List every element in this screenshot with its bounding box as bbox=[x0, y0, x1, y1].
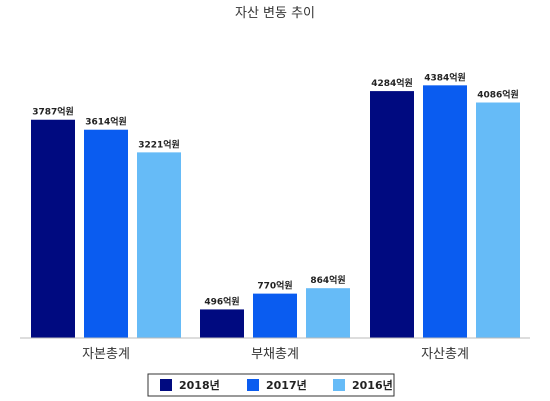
bar-부채총계-2017년 bbox=[253, 293, 297, 338]
bar-value-label: 4384억원 bbox=[424, 71, 466, 83]
category-label: 자본총계 bbox=[82, 347, 130, 362]
bar-value-label: 3221억원 bbox=[138, 138, 180, 150]
bar-자본총계-2016년 bbox=[137, 152, 181, 338]
legend-label: 2017년 bbox=[266, 378, 307, 392]
bar-자산총계-2018년 bbox=[370, 91, 414, 338]
bar-value-label: 770억원 bbox=[257, 280, 292, 292]
bar-부채총계-2018년 bbox=[200, 309, 244, 338]
legend-label: 2016년 bbox=[352, 378, 393, 392]
bar-value-label: 496억원 bbox=[204, 295, 239, 307]
category-label: 부채총계 bbox=[251, 347, 299, 362]
chart-title: 자산 변동 추이 bbox=[235, 6, 315, 21]
bar-value-label: 3787억원 bbox=[32, 106, 74, 118]
bar-자본총계-2017년 bbox=[84, 129, 128, 338]
legend-label: 2018년 bbox=[179, 378, 220, 392]
legend-box bbox=[147, 373, 395, 397]
legend-swatch bbox=[247, 379, 259, 391]
bar-value-label: 3614억원 bbox=[85, 116, 127, 128]
legend-swatch bbox=[333, 379, 345, 391]
bar-value-label: 864억원 bbox=[310, 274, 345, 286]
bar-value-label: 4284억원 bbox=[371, 77, 413, 89]
bar-부채총계-2016년 bbox=[306, 288, 350, 338]
bar-자산총계-2016년 bbox=[476, 102, 520, 339]
bar-자본총계-2018년 bbox=[31, 119, 75, 338]
category-label: 자산총계 bbox=[421, 347, 469, 362]
legend-swatch bbox=[160, 379, 172, 391]
category-labels: 자본총계 부채총계 자산총계 bbox=[82, 347, 469, 362]
legend: 2018년 2017년 2016년 bbox=[147, 373, 395, 397]
bars-layer: 3787억원 3614억원 3221억원 496억원 770억원 864억원 4284억원 4… bbox=[31, 71, 520, 339]
bar-자산총계-2017년 bbox=[423, 85, 467, 338]
bar-value-label: 4086억원 bbox=[477, 89, 519, 101]
